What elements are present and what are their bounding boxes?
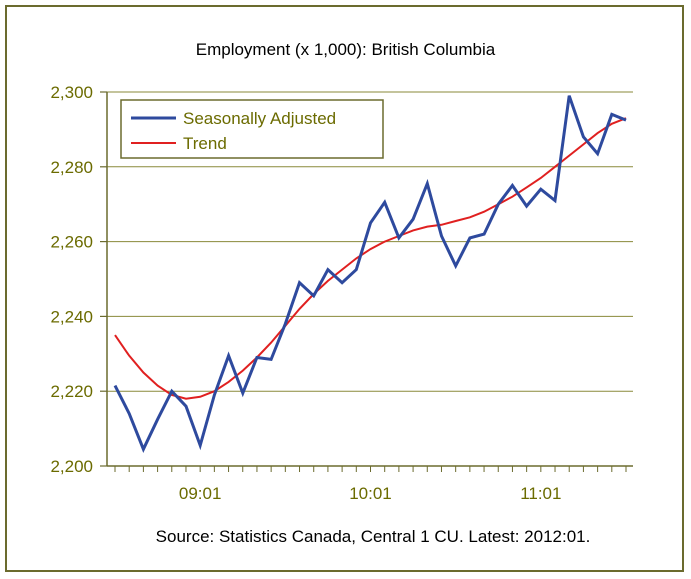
x-tick-label: 11:01 (520, 484, 561, 503)
legend-label: Seasonally Adjusted (183, 109, 336, 128)
legend-label: Trend (183, 134, 227, 153)
x-tick-label: 10:01 (349, 484, 392, 503)
chart-title: Employment (x 1,000): British Columbia (195, 40, 496, 59)
legend: Seasonally Adjusted Trend (120, 99, 384, 159)
y-tick-label: 2,300 (50, 83, 93, 102)
series-lines (113, 95, 627, 453)
series-line-trend (114, 117, 627, 400)
source-note: Source: Statistics Canada, Central 1 CU.… (155, 527, 591, 546)
y-tick-label: 2,280 (50, 158, 93, 177)
y-tick-label: 2,200 (50, 457, 93, 476)
axes: 2,200 2,220 2,240 2,260 2,280 2,300 09:01 10:01… (50, 83, 633, 503)
y-tick-label: 2,260 (50, 233, 93, 252)
y-tick-label: 2,240 (50, 307, 93, 326)
legend-box (120, 99, 384, 159)
gridlines (107, 91, 633, 392)
x-tick-label: 09:01 (179, 484, 222, 503)
series-line-seasonally-adjusted (113, 95, 627, 453)
y-tick-label: 2,220 (50, 382, 93, 401)
